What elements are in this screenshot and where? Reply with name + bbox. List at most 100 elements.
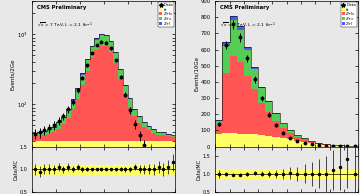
Bar	[61, 118, 66, 124]
Bar	[222, 133, 230, 146]
Bar	[152, 129, 156, 130]
Bar	[75, 141, 80, 194]
Bar	[301, 138, 308, 139]
Bar	[66, 141, 71, 194]
Bar	[99, 141, 104, 194]
Bar	[222, 74, 230, 133]
Bar	[147, 126, 152, 127]
Y-axis label: Events/10Ge: Events/10Ge	[194, 56, 199, 91]
Bar	[230, 56, 237, 133]
Bar	[56, 123, 61, 129]
Bar	[56, 122, 61, 123]
Bar	[99, 34, 104, 35]
Bar	[118, 79, 123, 141]
Bar	[61, 117, 66, 118]
Bar	[109, 41, 113, 42]
Bar	[132, 116, 137, 141]
Bar	[90, 46, 94, 48]
Bar	[109, 52, 113, 141]
Bar	[323, 145, 330, 146]
Bar	[258, 87, 265, 88]
Bar	[237, 26, 244, 30]
Bar	[273, 137, 280, 146]
Bar	[330, 145, 337, 146]
Bar	[128, 141, 132, 194]
Bar	[137, 117, 142, 123]
Bar	[80, 75, 85, 85]
Bar	[152, 130, 156, 133]
Y-axis label: Events/2Ge: Events/2Ge	[10, 58, 15, 89]
Bar	[94, 40, 99, 50]
Bar	[147, 127, 152, 130]
Bar	[315, 144, 323, 146]
Bar	[47, 134, 51, 141]
Bar	[118, 141, 123, 194]
Bar	[287, 130, 294, 133]
Text: $\sqrt{s}$ = 7 TeV, L = 2.1 fb$^{-1}$: $\sqrt{s}$ = 7 TeV, L = 2.1 fb$^{-1}$	[37, 20, 93, 28]
Bar	[85, 60, 90, 71]
Bar	[147, 130, 152, 141]
Legend: Data, tt, Z+b, Z+c, Z+l: Data, tt, Z+b, Z+c, Z+l	[158, 2, 175, 27]
Bar	[161, 132, 166, 133]
Bar	[137, 123, 142, 141]
Bar	[156, 141, 161, 194]
Bar	[161, 135, 166, 141]
Bar	[47, 129, 51, 130]
Bar	[51, 127, 56, 128]
Bar	[90, 141, 94, 194]
Bar	[308, 142, 315, 143]
Bar	[273, 113, 280, 114]
Bar	[280, 128, 287, 138]
Bar	[32, 133, 37, 134]
Bar	[251, 67, 258, 69]
Bar	[123, 85, 128, 86]
Bar	[104, 35, 109, 36]
Bar	[251, 69, 258, 89]
Bar	[244, 76, 251, 134]
Bar	[71, 101, 75, 109]
Bar	[337, 145, 344, 146]
Bar	[244, 47, 251, 50]
Bar	[113, 141, 118, 194]
Bar	[215, 125, 222, 134]
Bar	[237, 30, 244, 62]
Bar	[244, 134, 251, 146]
Bar	[94, 38, 99, 40]
Bar	[123, 141, 128, 194]
Bar	[51, 132, 56, 141]
Bar	[94, 50, 99, 141]
Bar	[308, 141, 315, 142]
Bar	[287, 133, 294, 139]
Bar	[222, 42, 230, 46]
Bar	[308, 143, 315, 146]
Bar	[171, 141, 175, 194]
Bar	[128, 107, 132, 141]
Bar	[123, 86, 128, 94]
Bar	[37, 133, 42, 135]
Text: $\sqrt{s}$ = 7 TeV, L = 2.1 fb$^{-1}$: $\sqrt{s}$ = 7 TeV, L = 2.1 fb$^{-1}$	[220, 20, 275, 28]
Bar	[222, 46, 230, 74]
Bar	[230, 133, 237, 146]
Bar	[301, 142, 308, 146]
Bar	[265, 113, 273, 136]
Bar	[32, 136, 37, 141]
Bar	[280, 123, 287, 128]
Bar	[109, 141, 113, 194]
Bar	[258, 88, 265, 103]
Bar	[166, 136, 171, 141]
Bar	[142, 141, 147, 194]
Bar	[161, 133, 166, 135]
Bar	[137, 116, 142, 117]
Bar	[166, 135, 171, 136]
Bar	[215, 120, 222, 125]
Text: CMS Preliminary: CMS Preliminary	[37, 5, 86, 10]
Bar	[71, 109, 75, 141]
Bar	[66, 118, 71, 141]
Bar	[171, 137, 175, 141]
Bar	[251, 134, 258, 146]
Bar	[142, 127, 147, 141]
Bar	[99, 46, 104, 141]
Bar	[137, 141, 142, 194]
Bar	[75, 89, 80, 99]
Bar	[56, 129, 61, 141]
